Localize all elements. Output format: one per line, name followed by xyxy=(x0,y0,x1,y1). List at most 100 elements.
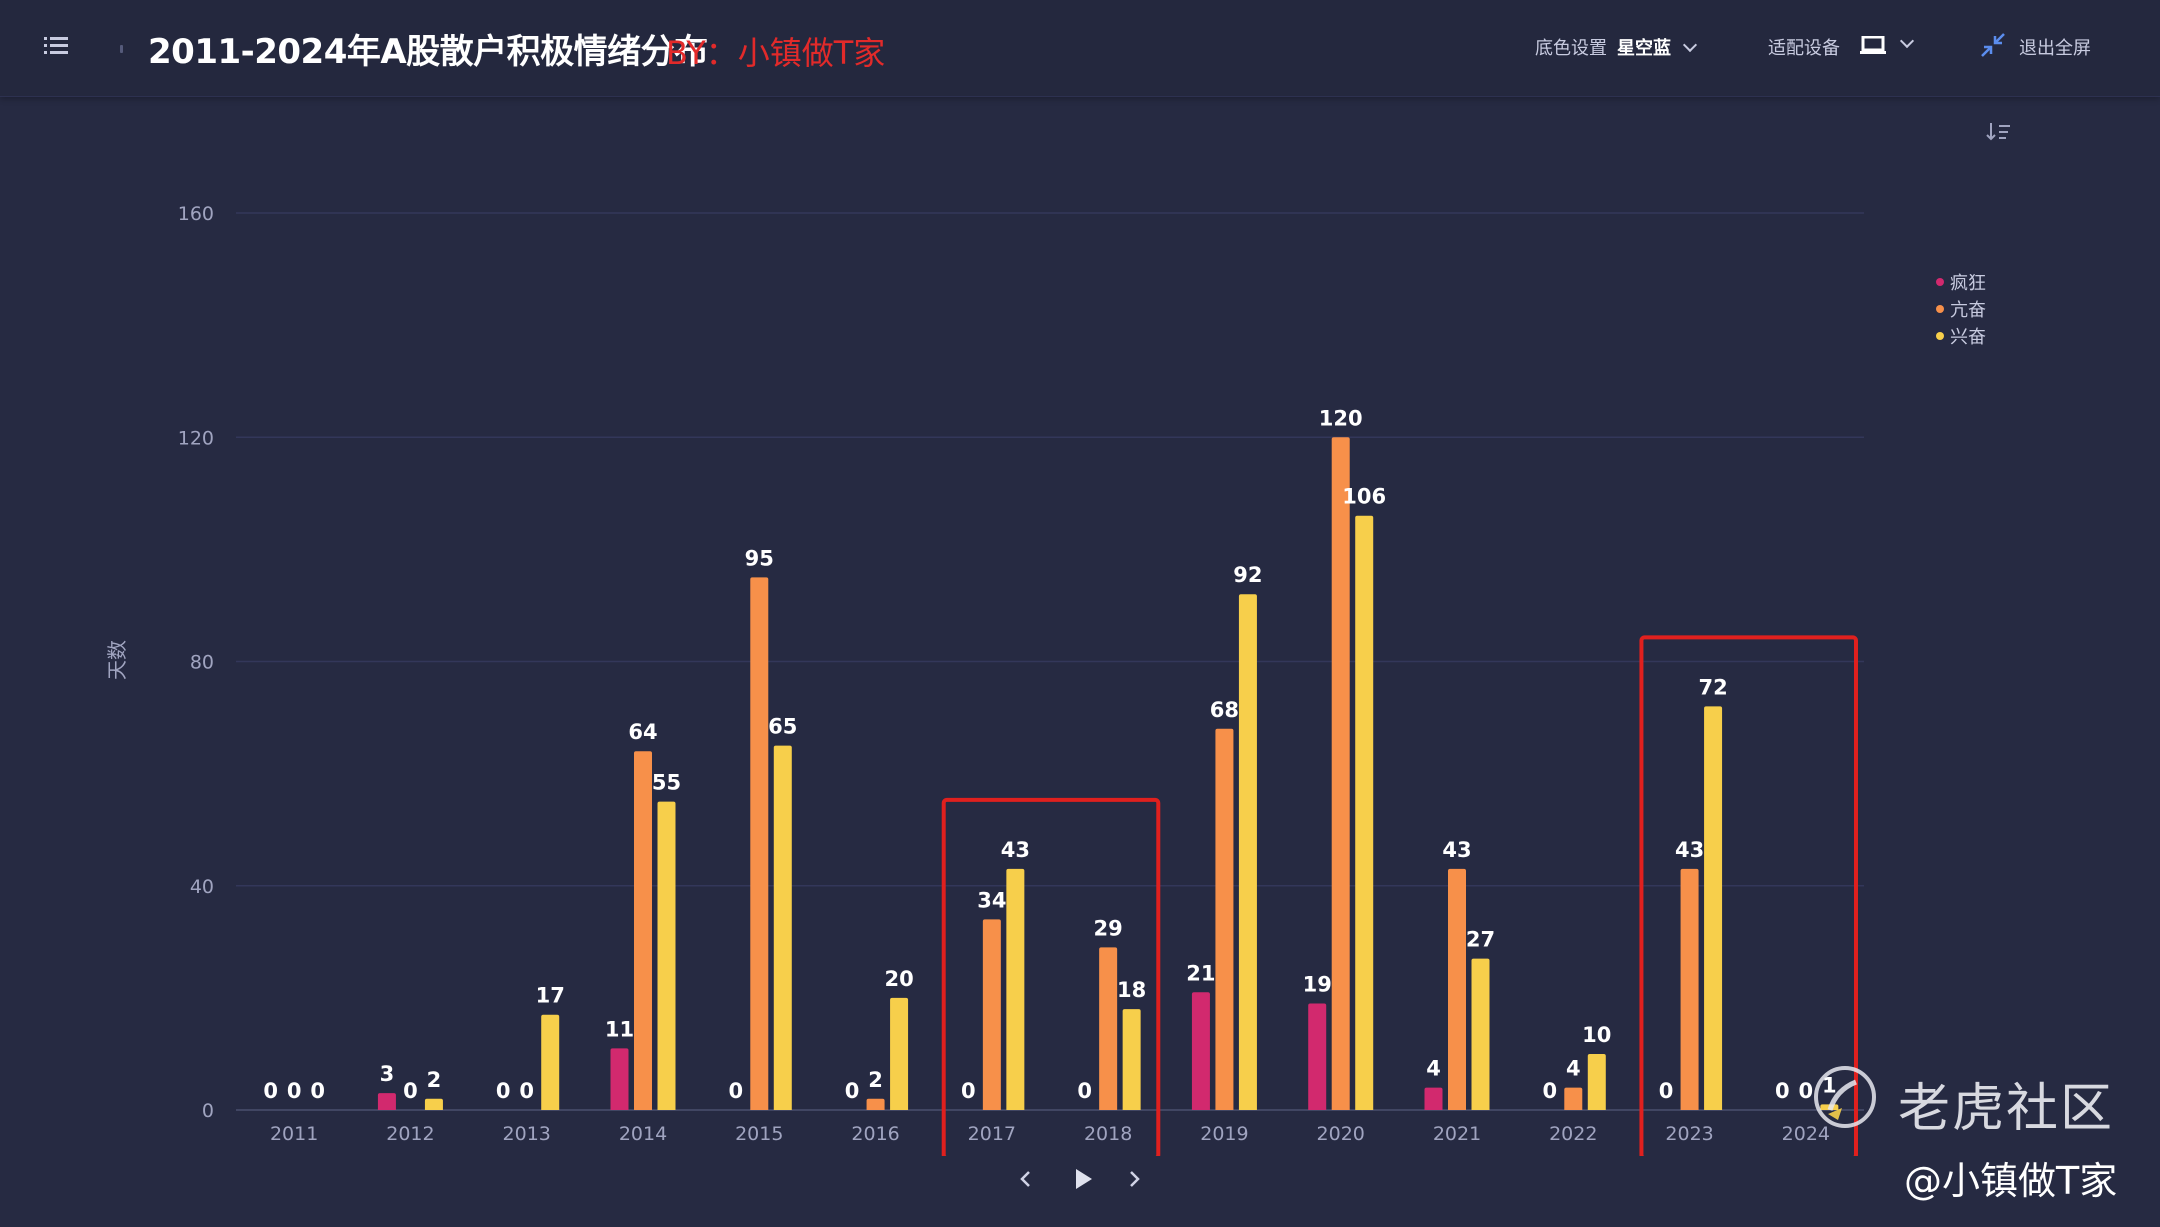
bar[interactable] xyxy=(1564,1087,1583,1110)
data-label: 0 xyxy=(1542,1079,1557,1103)
sort-icon[interactable] xyxy=(1986,120,2012,144)
device-label: 适配设备 xyxy=(1768,38,1840,59)
x-tick-label: 2011 xyxy=(270,1123,318,1145)
x-tick-label: 2019 xyxy=(1200,1123,1248,1145)
y-axis-label: 天数 xyxy=(105,640,129,680)
bar[interactable] xyxy=(634,751,652,1110)
legend-item-xingfen[interactable]: 兴奋 xyxy=(1936,322,1986,349)
device-dropdown[interactable] xyxy=(1888,33,1915,55)
data-label: 34 xyxy=(977,888,1006,912)
bar[interactable] xyxy=(1355,515,1374,1110)
data-label: 20 xyxy=(884,967,913,991)
bar[interactable] xyxy=(1680,868,1699,1110)
top-bar: 2011-2024年A股散户积极情绪分布 BY：小镇做T家 底色设置 星空蓝 适配… xyxy=(0,0,2160,97)
data-label: 120 xyxy=(1319,406,1363,430)
data-label: 0 xyxy=(1659,1079,1674,1103)
laptop-icon[interactable] xyxy=(1860,36,1886,56)
bg-setting-label: 底色设置 xyxy=(1535,38,1607,59)
bar[interactable] xyxy=(1308,1003,1327,1110)
bar[interactable] xyxy=(541,1014,560,1110)
data-label: 43 xyxy=(1001,838,1030,862)
highlight-box xyxy=(941,797,1161,1156)
legend-item-fengkuang[interactable]: 疯狂 xyxy=(1936,268,1986,295)
bar[interactable] xyxy=(1331,437,1350,1110)
x-tick-label: 2021 xyxy=(1433,1123,1481,1145)
bar[interactable] xyxy=(890,997,909,1110)
legend-item-kangfen[interactable]: 亢奋 xyxy=(1936,295,1986,322)
x-axis-ticks: 2011 2012 2013 2014 2015 2016 2017 2018 2019 2020… xyxy=(270,1123,1830,1145)
grid-lines xyxy=(236,212,1864,1111)
x-tick-label: 2017 xyxy=(968,1123,1016,1145)
data-label: 92 xyxy=(1233,563,1262,587)
highlight-box xyxy=(1639,635,1858,1156)
bar[interactable] xyxy=(1448,868,1466,1110)
data-label: 65 xyxy=(768,715,797,739)
play-icon[interactable] xyxy=(1070,1164,1096,1194)
bar[interactable] xyxy=(1099,947,1118,1110)
x-tick-label: 2012 xyxy=(386,1123,434,1145)
legend-label: 疯狂 xyxy=(1950,272,1986,294)
bar[interactable] xyxy=(1191,992,1210,1110)
y-tick-label: 120 xyxy=(178,427,214,449)
x-tick-label: 2013 xyxy=(503,1123,551,1145)
data-label: 72 xyxy=(1698,675,1727,699)
prev-page-icon[interactable] xyxy=(1014,1164,1038,1194)
bar[interactable] xyxy=(377,1093,396,1110)
bg-setting-value: 星空蓝 xyxy=(1617,38,1671,59)
data-label: 0 xyxy=(728,1079,743,1103)
bar[interactable] xyxy=(657,801,676,1110)
author-label: BY：小镇做T家 xyxy=(666,34,886,72)
data-label: 17 xyxy=(536,984,565,1008)
y-tick-label: 0 xyxy=(202,1100,214,1122)
y-axis-ticks: 0 40 80 120 160 xyxy=(178,203,214,1122)
bar[interactable] xyxy=(1238,594,1257,1110)
bar[interactable] xyxy=(1704,706,1723,1110)
data-label: 1 xyxy=(1822,1073,1837,1097)
data-label: 0 xyxy=(845,1079,860,1103)
legend-dot xyxy=(1936,331,1944,340)
bar[interactable] xyxy=(866,1098,885,1110)
chevron-down-icon xyxy=(1899,33,1915,49)
data-label: 55 xyxy=(652,771,681,795)
bar[interactable] xyxy=(982,919,1001,1110)
y-tick-label: 160 xyxy=(178,203,214,225)
data-label: 18 xyxy=(1117,978,1146,1002)
y-tick-label: 40 xyxy=(190,876,214,898)
highlight-boxes xyxy=(941,635,1858,1156)
x-tick-label: 2015 xyxy=(735,1123,783,1145)
data-label: 0 xyxy=(1775,1079,1790,1103)
data-label: 0 xyxy=(496,1079,511,1103)
x-tick-label: 2022 xyxy=(1549,1123,1597,1145)
data-label: 2 xyxy=(868,1068,883,1092)
bar[interactable] xyxy=(1006,868,1025,1110)
data-label: 4 xyxy=(1566,1057,1581,1081)
bar[interactable] xyxy=(1424,1087,1443,1110)
bar[interactable] xyxy=(1471,958,1490,1110)
x-tick-label: 2014 xyxy=(619,1123,667,1145)
next-page-icon[interactable] xyxy=(1122,1164,1146,1194)
bar[interactable] xyxy=(610,1048,629,1110)
exit-fullscreen-icon[interactable] xyxy=(1980,32,2006,58)
data-label: 0 xyxy=(287,1079,302,1103)
data-label: 4 xyxy=(1426,1057,1441,1081)
bar[interactable] xyxy=(1215,728,1234,1110)
data-label: 106 xyxy=(1342,485,1386,509)
data-label: 27 xyxy=(1466,928,1495,952)
chevron-down-icon xyxy=(1682,37,1698,53)
data-label: 0 xyxy=(310,1079,325,1103)
bar[interactable] xyxy=(750,577,769,1110)
bars xyxy=(377,437,1839,1110)
menu-list-icon[interactable] xyxy=(44,34,70,56)
bar[interactable] xyxy=(1122,1009,1141,1110)
bg-setting-dropdown[interactable]: 底色设置 星空蓝 xyxy=(1535,34,1698,60)
bar[interactable] xyxy=(773,745,792,1110)
tiger-logo-icon xyxy=(1814,1066,1876,1128)
bar[interactable] xyxy=(1587,1053,1606,1110)
exit-fullscreen-button[interactable]: 退出全屏 xyxy=(2019,38,2091,59)
data-label: 21 xyxy=(1186,961,1215,985)
page-title: 2011-2024年A股散户积极情绪分布 xyxy=(148,32,708,72)
bar[interactable] xyxy=(424,1098,443,1110)
data-label: 95 xyxy=(745,546,774,570)
